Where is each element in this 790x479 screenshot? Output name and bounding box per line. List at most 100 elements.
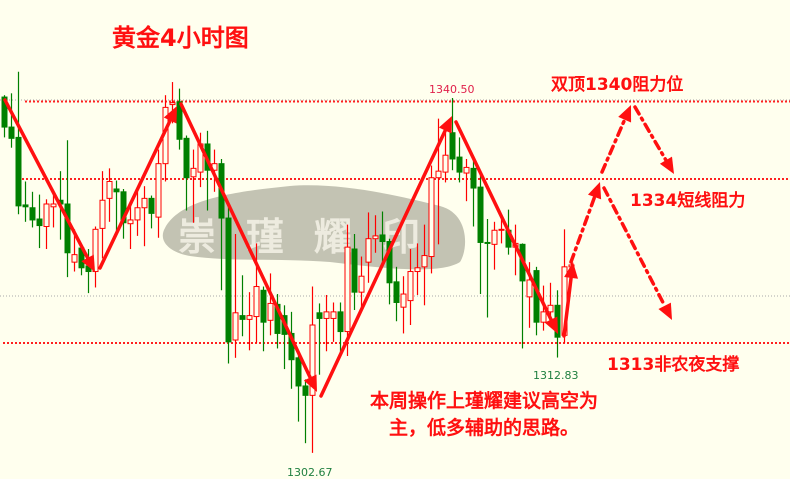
candle-body — [435, 170, 442, 179]
candle — [414, 243, 421, 295]
candle — [99, 171, 106, 259]
arrow-shaft — [633, 105, 668, 162]
forecast-arrow — [569, 182, 602, 264]
candle-body — [71, 254, 78, 263]
watermark: 崇瑾耀印 — [162, 185, 466, 270]
candle — [15, 71, 22, 215]
candle — [491, 221, 498, 270]
candle-body — [99, 199, 106, 229]
candle-body — [64, 203, 71, 254]
candle-body — [421, 255, 428, 268]
arrow-shaft — [569, 195, 597, 264]
trend-arrow — [562, 262, 579, 338]
trend-arrow — [454, 120, 558, 334]
candle-body — [484, 241, 491, 244]
arrow-head-icon — [658, 302, 672, 320]
candle-body — [169, 102, 176, 106]
candle — [456, 137, 463, 183]
forecast-arrow — [633, 105, 674, 174]
candle — [400, 276, 407, 334]
candle-body — [253, 286, 260, 318]
candle-body — [176, 101, 183, 140]
arrow-shaft — [319, 128, 447, 398]
candle — [148, 195, 155, 229]
candle — [190, 149, 197, 223]
candle — [155, 149, 162, 238]
candle-body — [330, 311, 337, 319]
arrow-head-icon — [303, 374, 317, 392]
arrow-head-icon — [438, 116, 452, 134]
arrow-shaft — [602, 186, 667, 308]
candle — [281, 305, 288, 370]
candle-body — [36, 218, 43, 227]
candle-body — [1, 96, 8, 128]
candle — [323, 294, 330, 352]
candle — [225, 205, 232, 364]
candle — [183, 135, 190, 211]
candle — [477, 172, 484, 295]
candle-body — [407, 271, 414, 302]
candle — [246, 292, 253, 351]
arrow-shaft — [562, 276, 573, 338]
candle — [337, 302, 344, 355]
candle — [484, 219, 491, 318]
candle-body — [239, 315, 246, 320]
level-label-1313: 1313非农夜支撑 — [607, 355, 740, 375]
candle-body — [393, 281, 400, 303]
candle — [92, 226, 99, 288]
level-label-1340: 双顶1340阻力位 — [551, 75, 684, 95]
arrow-head-icon — [163, 106, 177, 124]
candle — [358, 256, 365, 310]
candle-body — [379, 234, 386, 243]
candle-body — [148, 197, 155, 214]
forecast-arrow — [600, 105, 632, 174]
candle-body — [113, 188, 120, 193]
high-price-label: 1340.50 — [429, 83, 475, 96]
candle — [309, 286, 316, 453]
trend-arrow — [3, 98, 95, 272]
candle-body — [134, 207, 141, 221]
candle-body — [22, 204, 29, 208]
forecast-arrow — [602, 186, 672, 320]
candle-body — [351, 248, 358, 293]
arrow-shaft — [600, 117, 627, 174]
candle-body — [225, 217, 232, 343]
candle-body — [92, 228, 99, 273]
candle-body — [442, 154, 449, 173]
candle — [141, 186, 148, 247]
candle-body — [372, 235, 379, 240]
candle-body — [127, 219, 134, 225]
arrow-shaft — [179, 102, 312, 380]
candle-body — [449, 132, 456, 160]
candle — [540, 285, 547, 331]
candle — [302, 379, 309, 444]
candle-body — [316, 312, 323, 319]
arrow-head-icon — [618, 105, 632, 123]
candle-body — [232, 312, 239, 341]
candle — [295, 351, 302, 422]
candle — [316, 303, 323, 375]
candle-body — [260, 289, 267, 323]
candle-body — [246, 315, 253, 320]
candle — [134, 191, 141, 236]
candle — [239, 275, 246, 337]
candle — [498, 219, 505, 244]
candle — [232, 234, 239, 358]
candle-body — [428, 177, 435, 258]
candle — [64, 140, 71, 278]
candle-body — [414, 267, 421, 273]
svg-text:崇瑾耀印: 崇瑾耀印 — [178, 214, 450, 259]
candle-body — [120, 191, 127, 224]
trend-arrow — [179, 102, 317, 392]
candle — [351, 234, 358, 310]
candle — [365, 212, 372, 283]
candle-body — [456, 156, 463, 173]
arrow-head-icon — [587, 182, 602, 200]
candle-body — [337, 311, 344, 333]
candle-body — [267, 302, 274, 321]
candle — [470, 158, 477, 227]
candle-body — [190, 167, 197, 178]
candle — [344, 224, 351, 356]
candle-body — [302, 385, 309, 396]
